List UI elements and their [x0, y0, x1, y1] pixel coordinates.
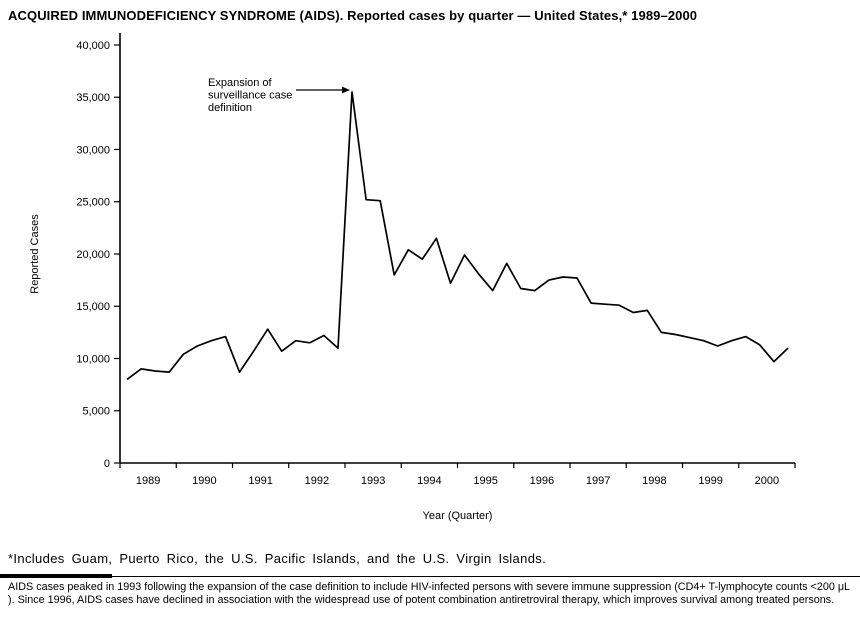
- y-tick-label: 20,000: [76, 249, 110, 261]
- x-tick-label: 1998: [642, 475, 666, 487]
- y-tick-label: 30,000: [76, 144, 110, 156]
- y-tick-label: 0: [104, 458, 110, 470]
- aids-line-chart: 0 5,000 10,000 15,000 20,000 25,000 30,000 35,0…: [29, 33, 796, 522]
- x-tick-label: 1999: [698, 475, 722, 487]
- chart-title: ACQUIRED IMMUNODEFICIENCY SYNDROME (AIDS…: [8, 8, 698, 23]
- y-tick-label: 35,000: [76, 92, 110, 104]
- x-tick-label: 1989: [136, 475, 160, 487]
- x-tick-label: 1996: [530, 475, 554, 487]
- y-tick-label: 40,000: [76, 40, 110, 52]
- tick-labels: 0 5,000 10,000 15,000 20,000 25,000 30,000 35,0…: [76, 40, 779, 487]
- caption-text: AIDS cases peaked in 1993 following the …: [8, 581, 850, 607]
- x-tick-label: 1991: [248, 475, 272, 487]
- y-tick-label: 25,000: [76, 197, 110, 209]
- divider-rule-thick: [0, 574, 112, 578]
- x-tick-label: 2000: [755, 475, 779, 487]
- x-tick-label: 1992: [305, 475, 329, 487]
- x-tick-label: 1993: [361, 475, 385, 487]
- x-tick-label: 1990: [192, 475, 216, 487]
- y-tick-label: 5,000: [82, 406, 110, 418]
- divider-rule: [0, 574, 860, 578]
- footnote-asterisk: *Includes Guam, Puerto Rico, the U.S. Pa…: [8, 551, 547, 566]
- annotation-arrowhead-icon: [342, 86, 351, 94]
- tick-marks: [114, 44, 796, 468]
- x-tick-label: 1994: [417, 475, 441, 487]
- y-tick-label: 10,000: [76, 353, 110, 365]
- x-tick-label: 1995: [473, 475, 497, 487]
- x-tick-label: 1997: [586, 475, 610, 487]
- annotation-text: Expansion of surveillance case definition: [208, 77, 292, 114]
- x-axis-title: Year (Quarter): [423, 510, 493, 522]
- y-tick-label: 15,000: [76, 301, 110, 313]
- aids-cases-series-line: [126, 91, 789, 381]
- y-axis-title: Reported Cases: [29, 214, 41, 294]
